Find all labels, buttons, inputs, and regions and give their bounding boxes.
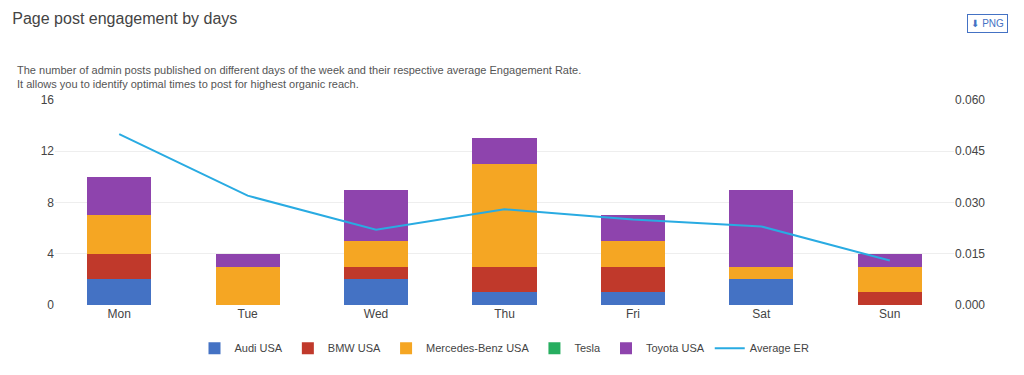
svg-text:Sun: Sun (879, 307, 900, 321)
svg-text:12: 12 (41, 144, 55, 158)
svg-text:4: 4 (47, 247, 54, 261)
svg-text:Fri: Fri (626, 307, 640, 321)
svg-text:Mon: Mon (108, 307, 131, 321)
svg-text:Mercedes-Benz USA: Mercedes-Benz USA (426, 342, 529, 354)
svg-text:Thu: Thu (494, 307, 515, 321)
svg-text:The number of admin posts publ: The number of admin posts published on d… (17, 64, 581, 90)
svg-text:Page post engagement by days: Page post engagement by days (12, 10, 237, 27)
svg-text:0.030: 0.030 (955, 196, 985, 210)
svg-text:⬇ PNG: ⬇ PNG (971, 18, 1004, 29)
svg-text:16: 16 (41, 93, 55, 107)
svg-text:0.060: 0.060 (955, 93, 985, 107)
svg-text:0.000: 0.000 (955, 298, 985, 312)
svg-text:Wed: Wed (364, 307, 388, 321)
svg-text:0.045: 0.045 (955, 144, 985, 158)
svg-text:Audi USA: Audi USA (235, 342, 283, 354)
svg-text:0.015: 0.015 (955, 247, 985, 261)
svg-text:Sat: Sat (752, 307, 771, 321)
svg-text:8: 8 (47, 196, 54, 210)
svg-text:BMW USA: BMW USA (328, 342, 381, 354)
svg-text:0: 0 (47, 298, 54, 312)
svg-text:Tue: Tue (238, 307, 259, 321)
svg-text:Tesla: Tesla (574, 342, 601, 354)
svg-text:Toyota USA: Toyota USA (646, 342, 705, 354)
svg-text:Average ER: Average ER (750, 342, 809, 354)
